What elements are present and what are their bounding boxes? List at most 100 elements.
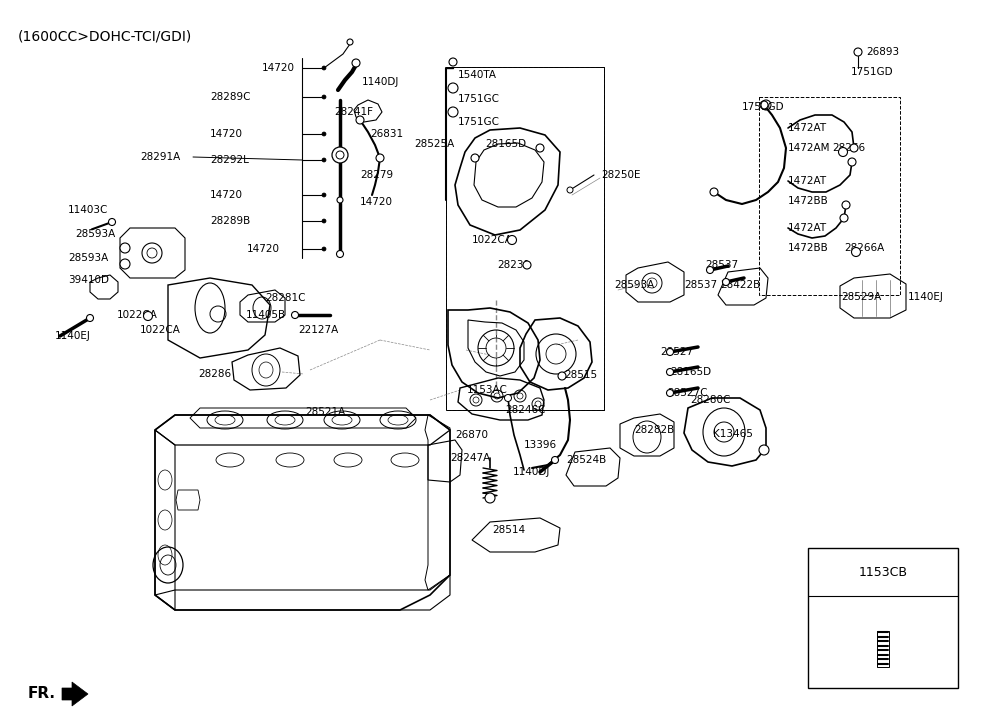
Text: 28286: 28286: [198, 369, 232, 379]
Text: 1153CB: 1153CB: [859, 566, 908, 579]
Text: 11403C: 11403C: [68, 205, 108, 215]
Text: 28289C: 28289C: [210, 92, 250, 102]
Text: 22127A: 22127A: [298, 325, 338, 335]
Text: 1022CA: 1022CA: [140, 325, 181, 335]
Circle shape: [759, 445, 769, 455]
Circle shape: [376, 154, 384, 162]
Bar: [877, 631, 889, 667]
Circle shape: [760, 101, 768, 109]
Circle shape: [852, 247, 861, 257]
Text: 28280C: 28280C: [690, 395, 731, 405]
Text: 14720: 14720: [210, 190, 243, 200]
Circle shape: [850, 144, 858, 152]
Circle shape: [558, 372, 566, 380]
Circle shape: [710, 188, 718, 196]
Text: 14720: 14720: [210, 129, 243, 139]
Circle shape: [854, 48, 862, 56]
Circle shape: [536, 144, 544, 152]
Text: 1472AT: 1472AT: [788, 176, 827, 186]
Circle shape: [842, 201, 850, 209]
Circle shape: [322, 219, 326, 223]
Bar: [808, 548, 958, 688]
Text: 28282B: 28282B: [634, 425, 674, 435]
Text: 28515: 28515: [564, 370, 597, 380]
Text: 28279: 28279: [360, 170, 393, 180]
Circle shape: [667, 369, 674, 376]
Text: 26870: 26870: [455, 430, 488, 440]
Circle shape: [322, 247, 326, 251]
Text: FR.: FR.: [28, 686, 56, 702]
Circle shape: [485, 493, 495, 503]
Text: 28266: 28266: [832, 143, 865, 153]
Text: 28231: 28231: [497, 260, 530, 270]
Text: 1022CA: 1022CA: [117, 310, 158, 320]
Text: 1472AT: 1472AT: [788, 123, 827, 133]
Text: 1751GD: 1751GD: [851, 67, 894, 77]
Text: 14720: 14720: [360, 197, 393, 207]
Polygon shape: [62, 682, 88, 706]
Text: 28422B: 28422B: [720, 280, 760, 290]
Text: 28247A: 28247A: [450, 453, 490, 463]
Text: 26831: 26831: [370, 129, 404, 139]
Circle shape: [505, 395, 512, 401]
Circle shape: [667, 390, 674, 396]
Text: 28525A: 28525A: [414, 139, 454, 149]
Circle shape: [337, 197, 343, 203]
Circle shape: [322, 132, 326, 136]
Text: 28593A: 28593A: [614, 280, 654, 290]
Circle shape: [347, 39, 353, 45]
Text: 28241F: 28241F: [334, 107, 373, 117]
Text: 28165D: 28165D: [670, 367, 711, 377]
Text: 28250E: 28250E: [601, 170, 640, 180]
Text: 28266A: 28266A: [844, 243, 885, 253]
Text: 28521A: 28521A: [305, 407, 345, 417]
Text: 1540TA: 1540TA: [458, 70, 497, 80]
Text: 1472BB: 1472BB: [788, 196, 829, 206]
Circle shape: [322, 66, 326, 70]
Text: 11405B: 11405B: [246, 310, 286, 320]
Text: 28593A: 28593A: [68, 253, 108, 263]
Circle shape: [322, 158, 326, 162]
Text: 28524B: 28524B: [566, 455, 606, 465]
Circle shape: [471, 154, 479, 162]
Text: 14720: 14720: [262, 63, 295, 73]
Text: 26893: 26893: [866, 47, 900, 57]
Circle shape: [143, 311, 152, 321]
Text: 28281C: 28281C: [265, 293, 305, 303]
Bar: [446, 67, 604, 410]
Text: 1140DJ: 1140DJ: [362, 77, 400, 87]
Circle shape: [336, 151, 344, 159]
Text: 28246C: 28246C: [505, 405, 546, 415]
Circle shape: [848, 158, 856, 166]
Circle shape: [86, 315, 93, 321]
Circle shape: [356, 116, 364, 124]
Circle shape: [707, 267, 714, 273]
Circle shape: [840, 214, 848, 222]
Circle shape: [120, 243, 130, 253]
Text: 1140EJ: 1140EJ: [908, 292, 944, 302]
Text: (1600CC>DOHC-TCI/GDI): (1600CC>DOHC-TCI/GDI): [18, 30, 192, 44]
Circle shape: [667, 348, 674, 356]
Circle shape: [723, 278, 730, 286]
Text: 1472AM: 1472AM: [788, 143, 831, 153]
Text: 28527: 28527: [660, 347, 693, 357]
Text: 1022CA: 1022CA: [472, 235, 513, 245]
Circle shape: [449, 58, 457, 66]
Text: 28529A: 28529A: [841, 292, 882, 302]
Circle shape: [508, 236, 517, 244]
Circle shape: [291, 311, 298, 318]
Text: 28593A: 28593A: [75, 229, 115, 239]
Text: 28292L: 28292L: [210, 155, 248, 165]
Bar: [446, 67, 604, 410]
Text: 1751GC: 1751GC: [458, 117, 500, 127]
Text: 39410D: 39410D: [68, 275, 109, 285]
Text: 1153AC: 1153AC: [467, 385, 508, 395]
Text: 1751GD: 1751GD: [742, 102, 784, 112]
Text: 1140EJ: 1140EJ: [55, 331, 90, 341]
Circle shape: [552, 457, 559, 464]
Text: 1140DJ: 1140DJ: [513, 467, 551, 477]
Circle shape: [567, 187, 573, 193]
Text: 1472AT: 1472AT: [788, 223, 827, 233]
Circle shape: [352, 59, 360, 67]
Text: 1472BB: 1472BB: [788, 243, 829, 253]
